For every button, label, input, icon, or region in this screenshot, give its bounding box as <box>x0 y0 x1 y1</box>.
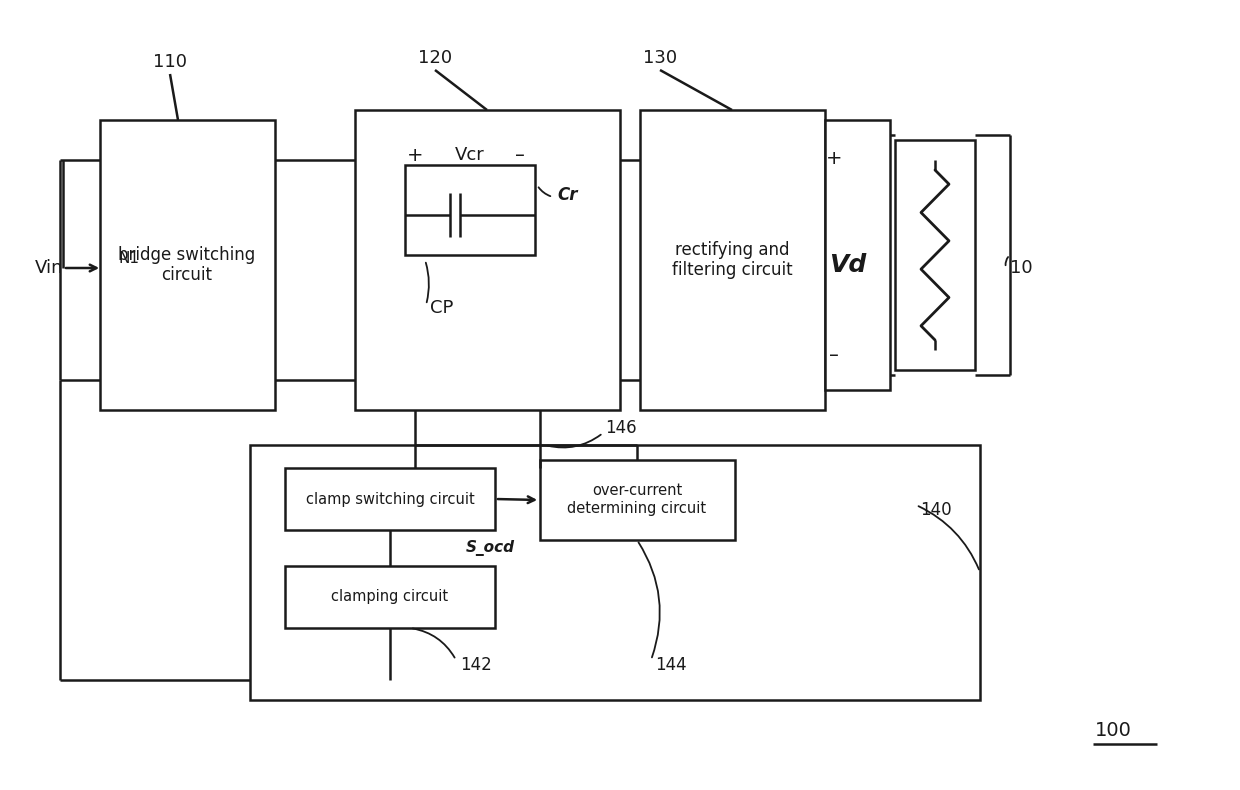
Bar <box>640 110 825 410</box>
Text: 100: 100 <box>1095 720 1132 739</box>
Bar <box>895 140 975 370</box>
Text: 144: 144 <box>655 656 687 674</box>
Text: N1: N1 <box>118 250 139 265</box>
Text: –: – <box>830 345 839 364</box>
Text: 10: 10 <box>1011 259 1033 277</box>
Bar <box>405 165 534 255</box>
Text: +: + <box>407 145 423 164</box>
Bar <box>355 110 620 410</box>
Bar <box>250 445 980 700</box>
Text: Vcr: Vcr <box>455 146 485 164</box>
Text: clamping circuit: clamping circuit <box>331 589 449 604</box>
Text: 130: 130 <box>642 49 677 67</box>
Bar <box>285 566 495 628</box>
Text: 142: 142 <box>460 656 492 674</box>
Text: clamp switching circuit: clamp switching circuit <box>305 491 475 506</box>
Text: Vin: Vin <box>35 259 63 277</box>
Text: filtering circuit: filtering circuit <box>672 261 792 279</box>
Text: 110: 110 <box>153 53 187 71</box>
Text: 146: 146 <box>605 419 636 437</box>
Text: rectifying and: rectifying and <box>675 241 789 259</box>
Text: 120: 120 <box>418 49 453 67</box>
Text: Vd: Vd <box>830 253 867 277</box>
Bar <box>285 468 495 530</box>
Bar <box>825 120 890 390</box>
Bar <box>539 460 735 540</box>
Text: over-current: over-current <box>591 483 682 498</box>
Bar <box>100 120 275 410</box>
Text: CP: CP <box>430 299 454 317</box>
Text: circuit: circuit <box>161 266 212 284</box>
Text: 140: 140 <box>920 501 951 519</box>
Text: Cr: Cr <box>557 186 578 204</box>
Text: S_ocd: S_ocd <box>465 540 515 556</box>
Text: +: + <box>826 149 842 167</box>
Text: –: – <box>515 145 525 164</box>
Text: bridge switching: bridge switching <box>118 246 255 264</box>
Text: determining circuit: determining circuit <box>568 501 707 516</box>
